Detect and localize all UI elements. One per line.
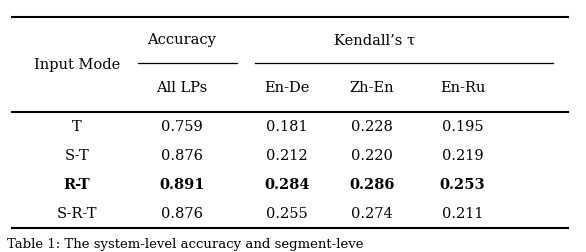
- Text: T: T: [72, 120, 81, 134]
- Text: En-Ru: En-Ru: [440, 81, 485, 94]
- Text: 0.759: 0.759: [161, 120, 203, 134]
- Text: 0.876: 0.876: [161, 149, 203, 163]
- Text: 0.211: 0.211: [442, 207, 483, 221]
- Text: En-De: En-De: [264, 81, 310, 94]
- Text: 0.228: 0.228: [351, 120, 393, 134]
- Text: Accuracy: Accuracy: [148, 33, 216, 47]
- Text: 0.255: 0.255: [266, 207, 308, 221]
- Text: 0.212: 0.212: [267, 149, 308, 163]
- Text: 0.219: 0.219: [442, 149, 483, 163]
- Text: 0.274: 0.274: [351, 207, 393, 221]
- Text: All LPs: All LPs: [156, 81, 207, 94]
- Text: 0.253: 0.253: [440, 178, 485, 192]
- Text: 0.876: 0.876: [161, 207, 203, 221]
- Text: S-R-T: S-R-T: [56, 207, 97, 221]
- Text: S-T: S-T: [64, 149, 89, 163]
- Text: Kendall’s τ: Kendall’s τ: [334, 33, 415, 47]
- Text: R-T: R-T: [63, 178, 90, 192]
- Text: Zh-En: Zh-En: [350, 81, 394, 94]
- Text: Input Mode: Input Mode: [33, 58, 120, 72]
- Text: 0.284: 0.284: [264, 178, 310, 192]
- Text: 0.181: 0.181: [267, 120, 308, 134]
- Text: Table 1: The system-level accuracy and segment-leve: Table 1: The system-level accuracy and s…: [6, 238, 363, 251]
- Text: 0.286: 0.286: [349, 178, 395, 192]
- Text: 0.220: 0.220: [351, 149, 393, 163]
- Text: 0.195: 0.195: [442, 120, 483, 134]
- Text: 0.891: 0.891: [159, 178, 205, 192]
